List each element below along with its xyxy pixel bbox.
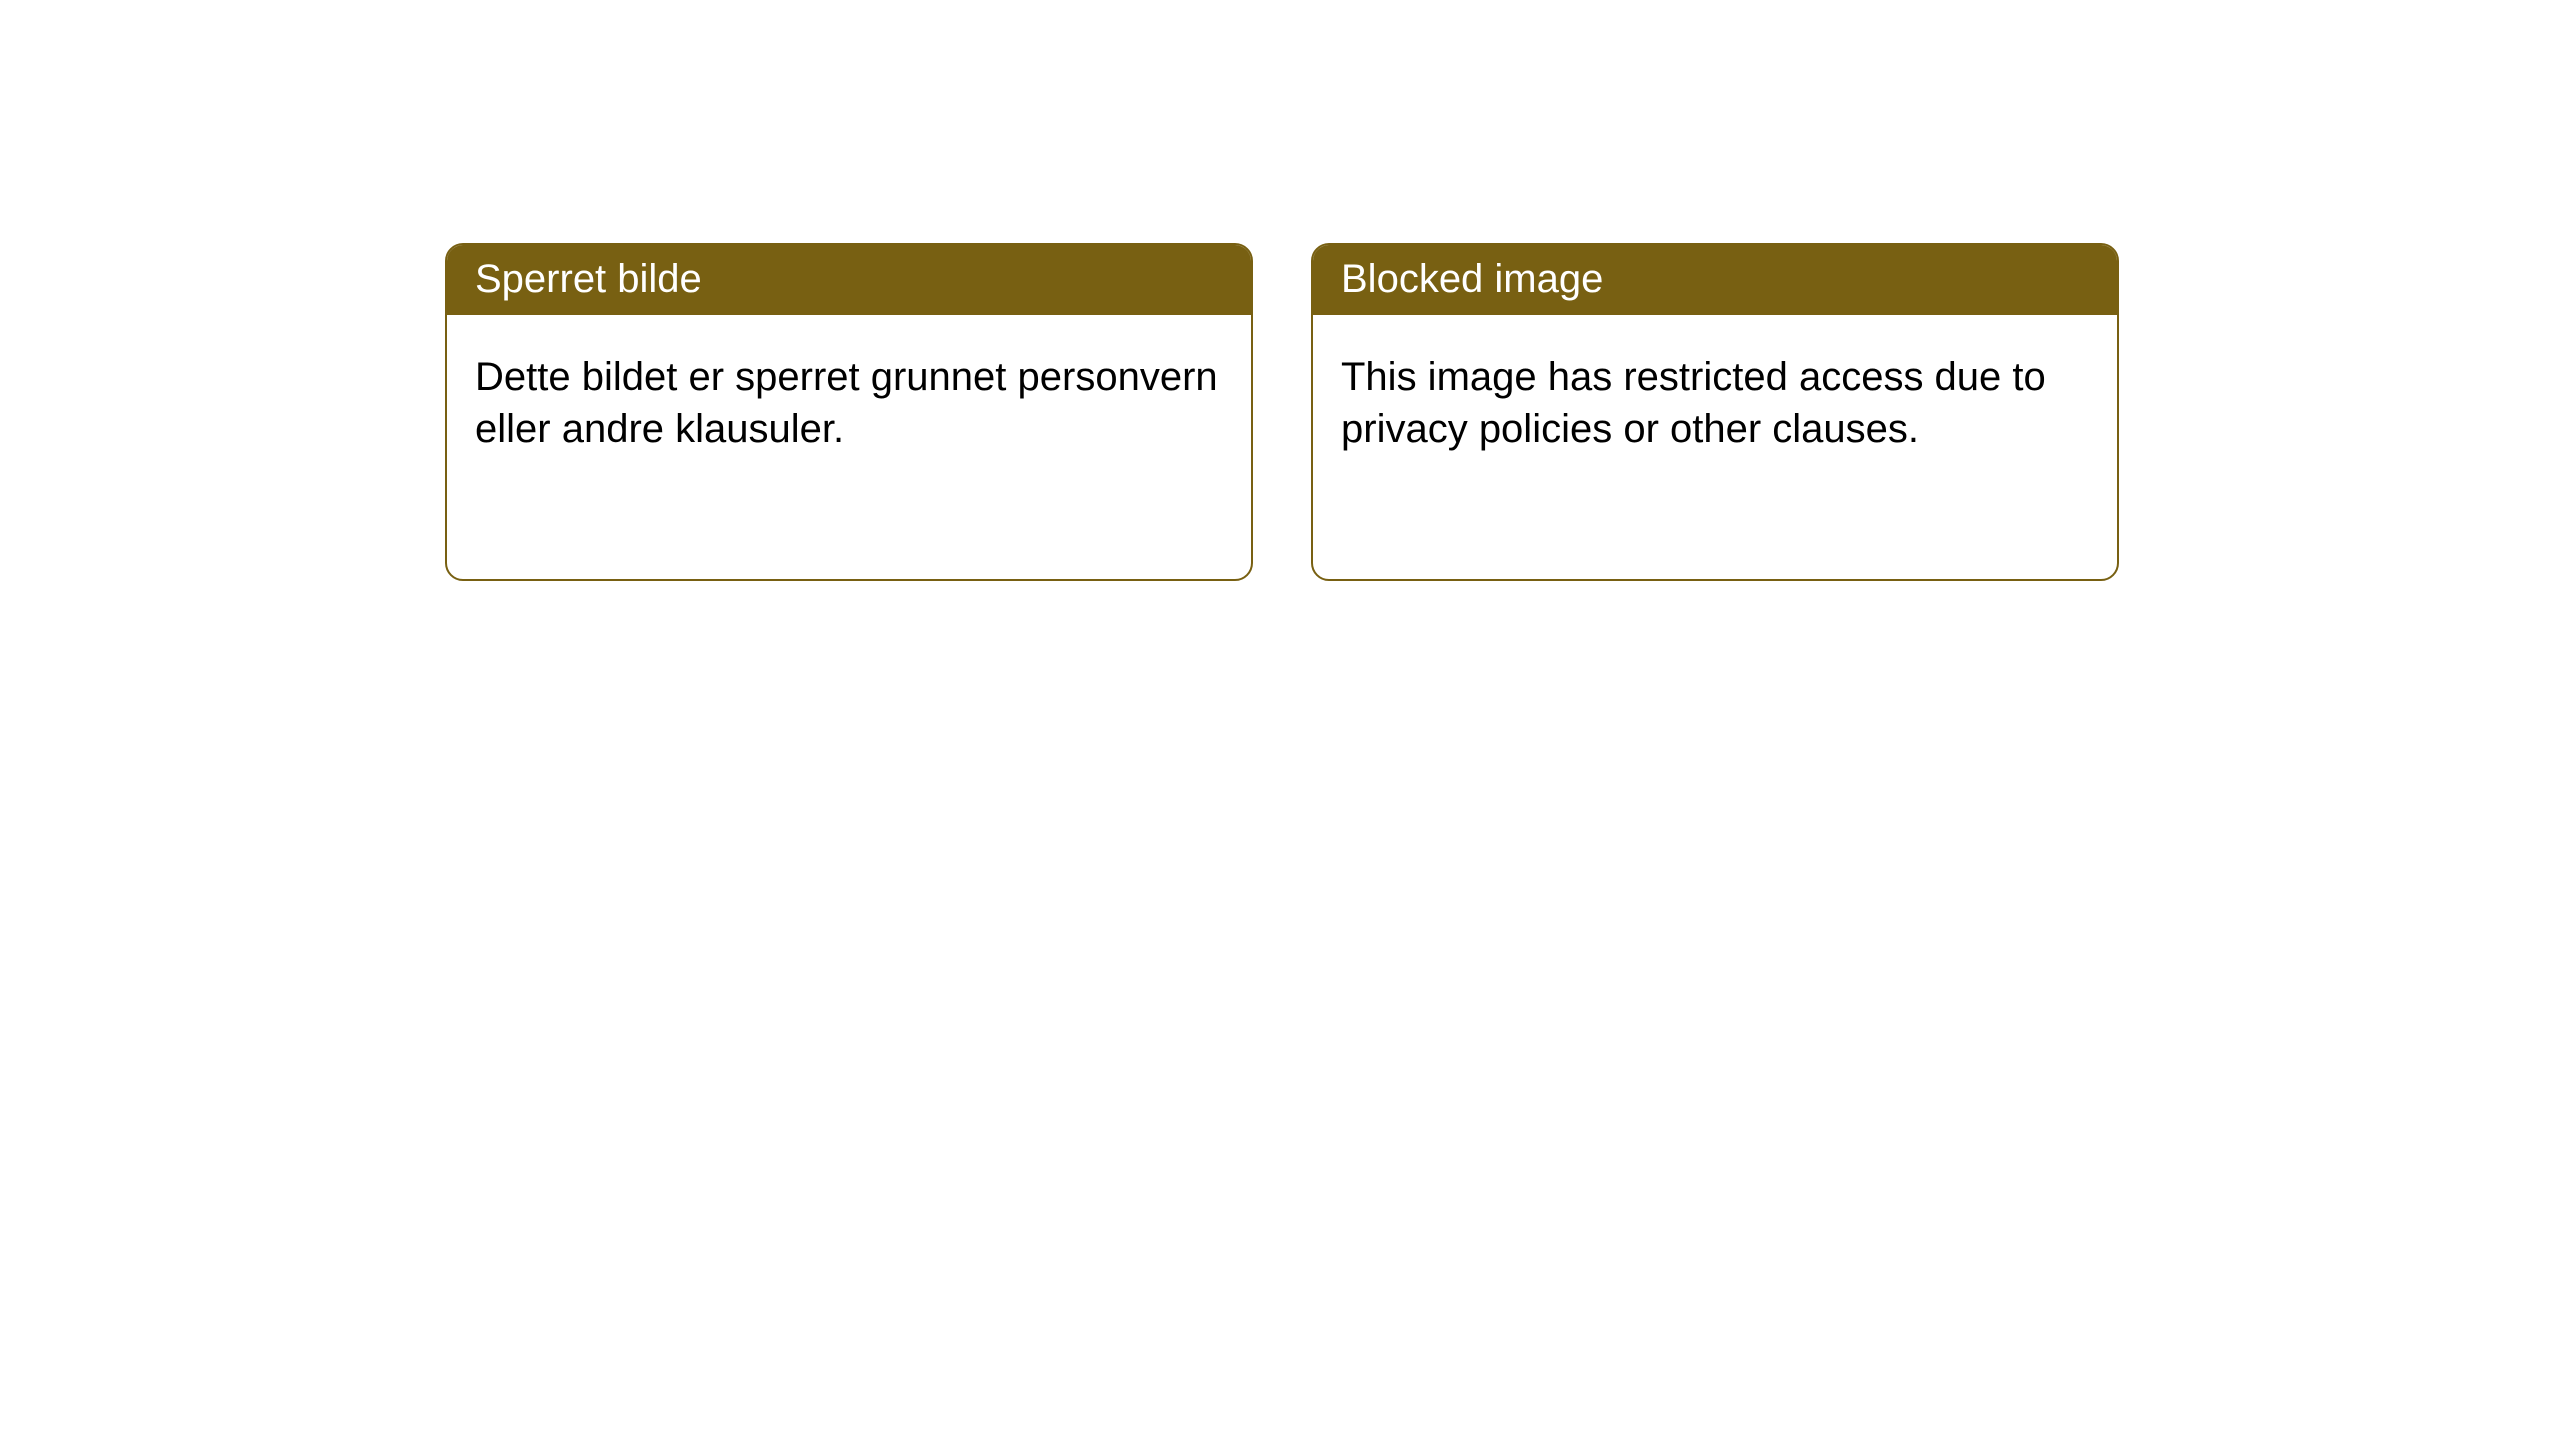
notice-container: Sperret bilde Dette bildet er sperret gr… (0, 0, 2560, 581)
notice-card-norwegian: Sperret bilde Dette bildet er sperret gr… (445, 243, 1253, 581)
notice-header: Blocked image (1313, 245, 2117, 315)
notice-body: This image has restricted access due to … (1313, 315, 2117, 483)
notice-header: Sperret bilde (447, 245, 1251, 315)
notice-body: Dette bildet er sperret grunnet personve… (447, 315, 1251, 483)
notice-card-english: Blocked image This image has restricted … (1311, 243, 2119, 581)
